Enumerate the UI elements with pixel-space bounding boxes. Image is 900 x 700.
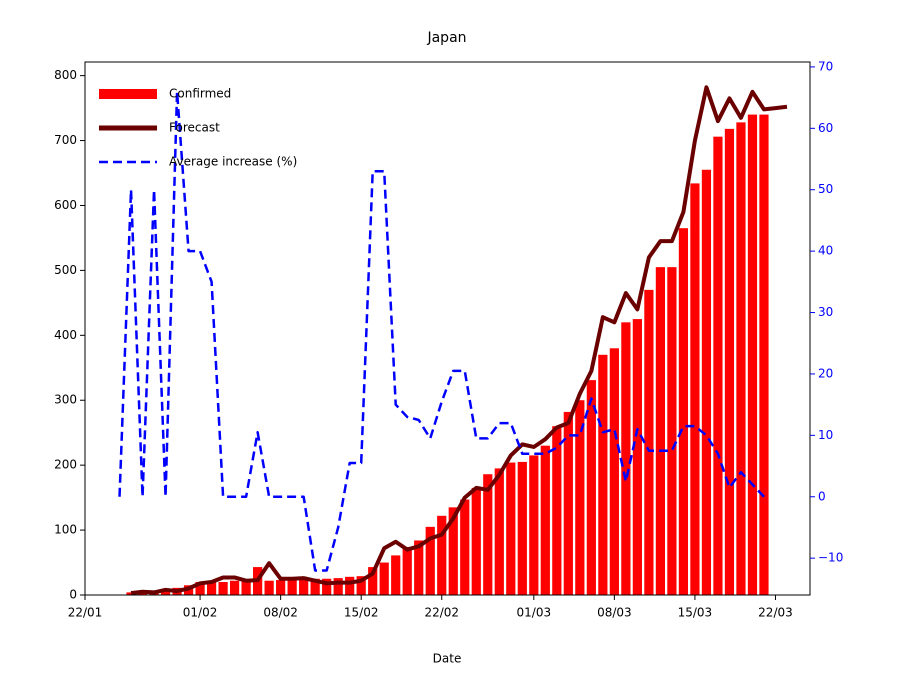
bar (402, 546, 412, 595)
bar (206, 582, 217, 595)
legend-label: Confirmed (169, 87, 231, 101)
legend-swatch (99, 89, 157, 99)
bar (690, 183, 700, 595)
bar (667, 267, 677, 595)
x-tick-label: 01/02 (183, 606, 218, 620)
bar (425, 526, 435, 595)
bar (333, 578, 343, 595)
bar (540, 445, 550, 595)
bar (506, 462, 516, 595)
y-tick-label: 200 (54, 458, 77, 472)
bar (759, 114, 769, 595)
y-tick-label: 100 (54, 523, 77, 537)
bar (230, 580, 240, 595)
bar (448, 507, 458, 595)
x-tick-label: 08/02 (263, 606, 298, 620)
y2-tick-label: 20 (818, 366, 833, 380)
y2-tick-label: 40 (818, 244, 833, 258)
bar (437, 515, 447, 595)
bar (747, 114, 758, 595)
bar (632, 319, 642, 595)
bar (299, 578, 309, 595)
y-tick-label: 300 (54, 393, 77, 407)
x-tick-label: 22/01 (68, 606, 103, 620)
bar (609, 348, 619, 595)
bar (736, 122, 746, 595)
bar (678, 228, 689, 595)
y-tick-label: 800 (54, 68, 77, 82)
bar (724, 128, 735, 595)
bar (391, 555, 401, 595)
x-tick-label: 22/03 (758, 606, 793, 620)
y-tick-label: 500 (54, 263, 77, 277)
bar (563, 411, 573, 595)
x-tick-label: 15/02 (344, 606, 379, 620)
bar (655, 267, 665, 595)
bar (471, 487, 481, 595)
bar (218, 582, 228, 595)
bar (529, 455, 539, 595)
bar (483, 474, 493, 595)
bar (356, 576, 366, 595)
bar (160, 590, 171, 595)
bar (276, 580, 286, 595)
bar (322, 578, 332, 595)
bar (494, 468, 504, 595)
x-tick-label: 22/02 (424, 606, 459, 620)
y-tick-label: 700 (54, 133, 77, 147)
plot-frame (84, 61, 811, 596)
bar (368, 567, 378, 595)
y2-tick-label: 30 (818, 305, 833, 319)
line (130, 85, 788, 596)
y2-tick-label: 10 (818, 428, 833, 442)
x-tick-label: 15/03 (678, 606, 713, 620)
legend-label: Forecast (169, 121, 220, 135)
x-tick-label: 01/03 (517, 606, 552, 620)
bar (345, 576, 355, 595)
bar (517, 461, 527, 595)
bar (713, 136, 723, 596)
y-tick-label: 400 (54, 328, 77, 342)
bar (598, 354, 608, 595)
chart-title: Japan (426, 30, 466, 46)
bar (379, 562, 389, 595)
bar (126, 592, 136, 595)
y-tick-label: 0 (69, 588, 77, 602)
bar (287, 579, 297, 595)
y2-tick-label: 0 (818, 489, 826, 503)
bar (460, 499, 470, 595)
bar (241, 580, 251, 595)
bar (414, 540, 424, 595)
x-tick-label: 08/03 (597, 606, 632, 620)
y-tick-label: 600 (54, 198, 77, 212)
y2-tick-label: −10 (818, 551, 843, 565)
bar (644, 289, 654, 595)
bar (575, 400, 585, 595)
y2-tick-label: 50 (818, 182, 833, 196)
y2-tick-label: 70 (818, 59, 833, 73)
bar (701, 169, 712, 596)
bar (621, 322, 631, 595)
y2-tick-label: 60 (818, 121, 833, 135)
bar (552, 426, 562, 595)
bar (586, 380, 596, 595)
bar (310, 578, 320, 595)
bar (264, 580, 274, 595)
legend-label: Average increase (%) (169, 155, 297, 169)
x-axis-label: Date (433, 652, 462, 666)
bar (195, 582, 205, 595)
